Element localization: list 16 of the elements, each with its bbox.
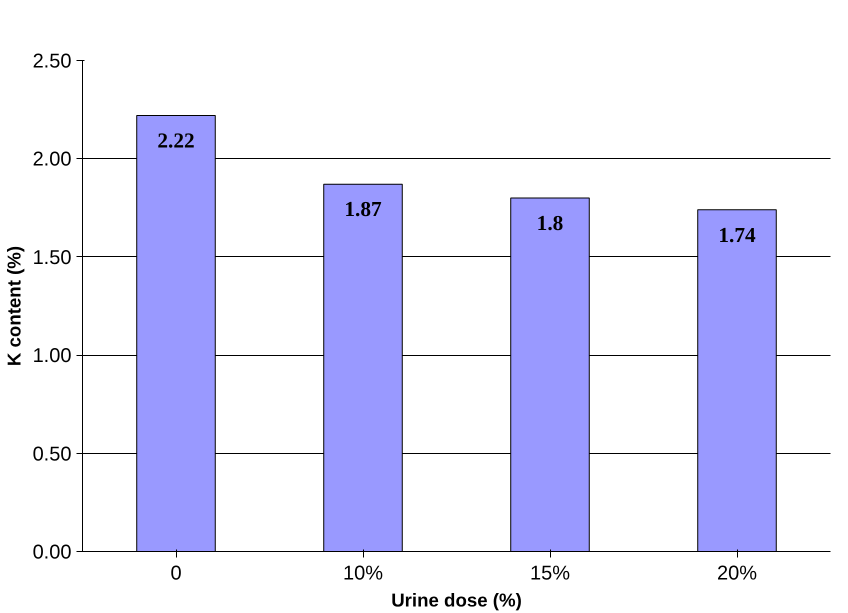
y-tick-label: 1.50 xyxy=(32,246,72,269)
y-axis-title: K content (%) xyxy=(4,246,25,366)
data-label: 2.22 xyxy=(157,128,195,152)
x-tick-label: 10% xyxy=(342,562,384,584)
y-tick-label: 0.50 xyxy=(32,443,72,466)
x-tick-label: 15% xyxy=(530,562,570,584)
y-tick-label: 1.00 xyxy=(32,345,72,368)
y-tick-label: 2.50 xyxy=(32,50,72,72)
x-tick-label: 20% xyxy=(716,562,758,584)
data-label: 1.74 xyxy=(718,222,756,247)
x-tick-label: 0 xyxy=(170,562,182,584)
x-axis-title: Urine dose (%) xyxy=(391,590,522,610)
data-label: 1.87 xyxy=(344,197,382,222)
data-label: 1.8 xyxy=(536,210,564,235)
y-tick-label: 0.00 xyxy=(32,542,72,564)
y-tick-label: 2.00 xyxy=(32,148,72,171)
